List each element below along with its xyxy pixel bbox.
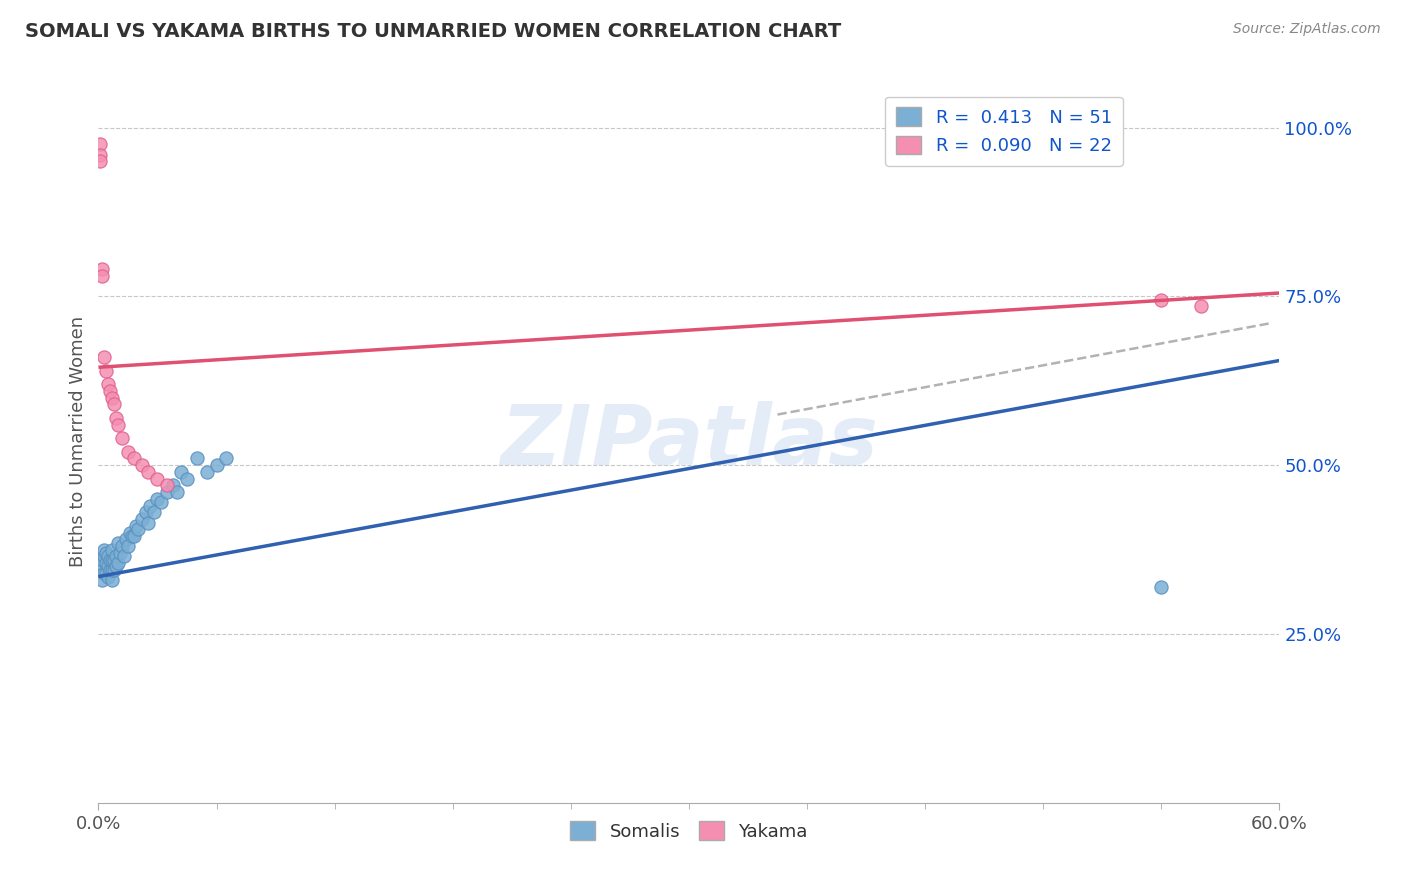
Point <box>115 533 138 547</box>
Point <box>1150 293 1173 307</box>
Point <box>97 559 120 574</box>
Point <box>91 573 114 587</box>
Legend: Somalis, Yakama: Somalis, Yakama <box>562 814 815 848</box>
Point <box>89 147 111 161</box>
Point <box>136 516 159 530</box>
Point <box>96 566 118 581</box>
Point <box>127 522 149 536</box>
Point <box>91 269 114 284</box>
Point <box>205 458 228 472</box>
Point <box>96 556 118 570</box>
Point <box>107 417 129 432</box>
Point <box>97 569 120 583</box>
Point <box>101 552 124 566</box>
Point <box>122 451 145 466</box>
Point <box>97 549 120 564</box>
Point <box>107 536 129 550</box>
Point <box>103 397 125 411</box>
Point <box>103 552 125 566</box>
Point <box>1150 580 1173 594</box>
Text: Source: ZipAtlas.com: Source: ZipAtlas.com <box>1233 22 1381 37</box>
Text: SOMALI VS YAKAMA BIRTHS TO UNMARRIED WOMEN CORRELATION CHART: SOMALI VS YAKAMA BIRTHS TO UNMARRIED WOM… <box>25 22 842 41</box>
Point <box>118 525 141 540</box>
Point <box>98 384 121 398</box>
Point <box>103 563 125 577</box>
Point <box>93 566 115 581</box>
Point <box>101 542 124 557</box>
Point <box>121 529 143 543</box>
Point <box>91 262 114 277</box>
Text: ZIPatlas: ZIPatlas <box>501 401 877 482</box>
Point <box>96 364 118 378</box>
Point <box>146 491 169 506</box>
Point <box>101 391 124 405</box>
Point <box>215 451 238 466</box>
Point <box>112 549 135 564</box>
Point <box>195 465 218 479</box>
Point <box>107 556 129 570</box>
Point <box>150 495 173 509</box>
Point <box>91 552 114 566</box>
Y-axis label: Births to Unmarried Women: Births to Unmarried Women <box>69 316 87 567</box>
Point <box>111 539 134 553</box>
Point <box>105 411 128 425</box>
Point <box>101 563 124 577</box>
Point <box>111 431 134 445</box>
Point <box>136 465 159 479</box>
Point <box>108 546 131 560</box>
Point <box>89 137 111 152</box>
Point <box>186 451 208 466</box>
Point <box>170 465 193 479</box>
Point <box>162 478 184 492</box>
Point <box>176 472 198 486</box>
Point <box>166 485 188 500</box>
Point <box>98 552 121 566</box>
Point <box>138 499 160 513</box>
Point <box>89 556 111 570</box>
Point <box>131 512 153 526</box>
Point <box>156 485 179 500</box>
Point <box>93 350 115 364</box>
Point <box>93 549 115 564</box>
Point <box>98 563 121 577</box>
Point <box>97 377 120 392</box>
Point <box>131 458 153 472</box>
Point <box>142 505 165 519</box>
Point <box>156 478 179 492</box>
Point <box>89 154 111 169</box>
Point <box>105 549 128 564</box>
Point <box>125 519 148 533</box>
Point <box>135 505 157 519</box>
Point <box>1189 300 1212 314</box>
Point <box>117 444 139 458</box>
Point <box>101 573 124 587</box>
Point <box>96 546 118 560</box>
Point <box>117 539 139 553</box>
Point <box>105 559 128 574</box>
Point <box>122 529 145 543</box>
Point <box>93 542 115 557</box>
Point <box>146 472 169 486</box>
